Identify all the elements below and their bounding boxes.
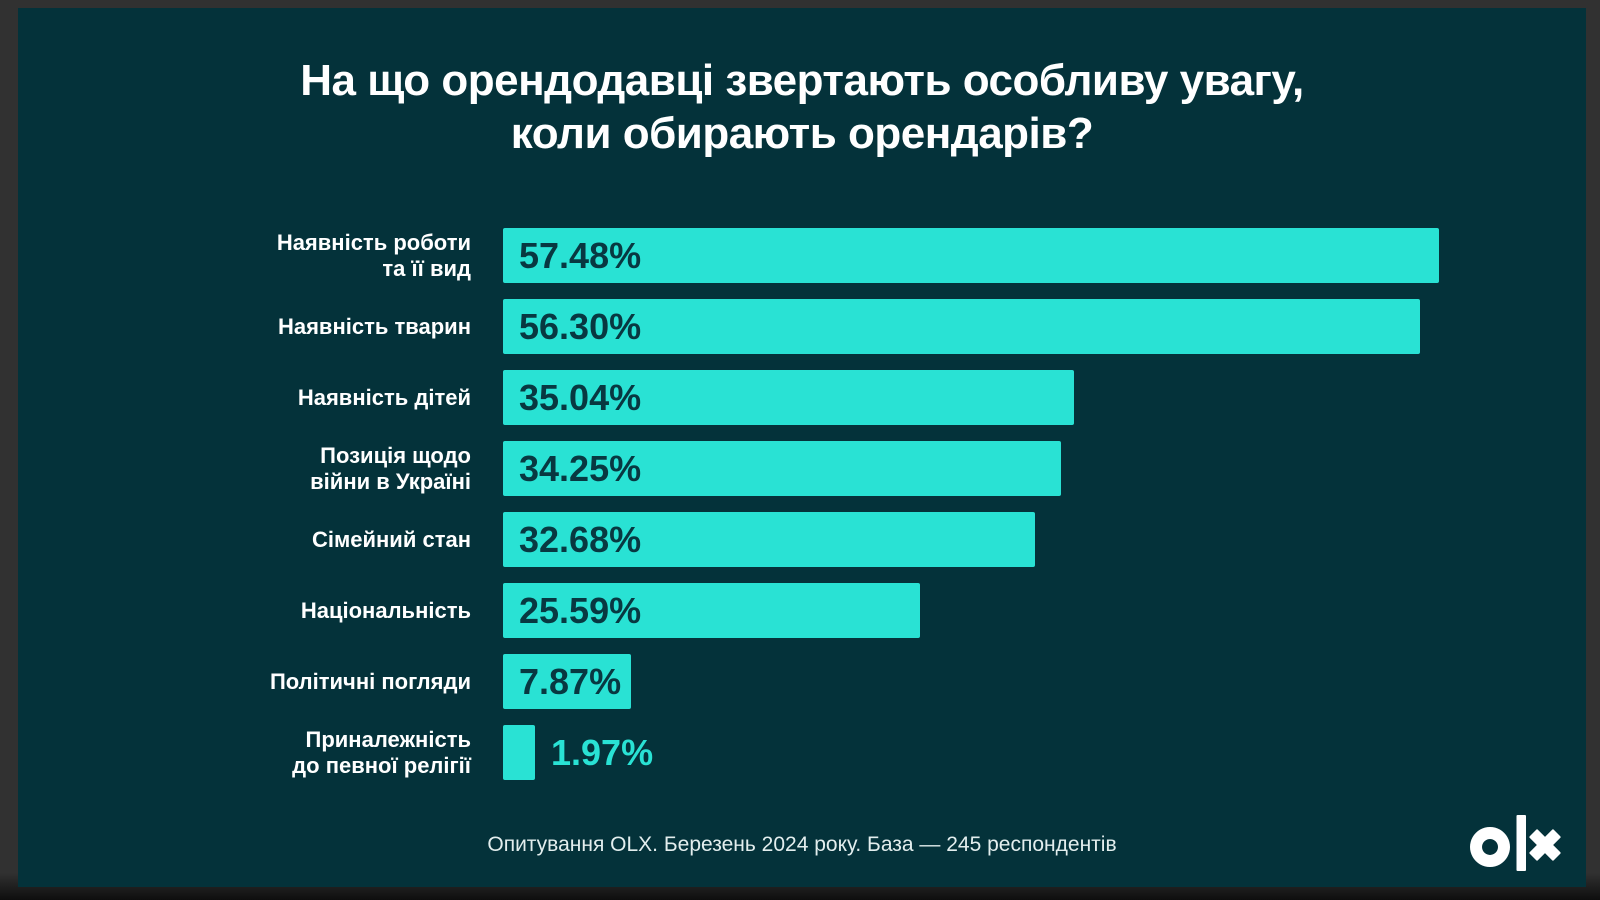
bar-track: 1.97% xyxy=(503,725,1586,780)
category-label: Наявність роботи та її вид xyxy=(276,229,471,281)
category-label: Наявність дітей xyxy=(297,384,471,410)
category-label: Наявність тварин xyxy=(277,313,471,339)
olx-x-icon xyxy=(1529,829,1561,861)
source-note: Опитування OLX. Березень 2024 року. База… xyxy=(487,833,1117,856)
olx-logo xyxy=(1470,815,1561,871)
chart-row: Приналежність до певної релігії 1.97% xyxy=(18,725,1586,780)
bar-value: 35.04% xyxy=(519,376,642,418)
bar: 25.59% xyxy=(503,583,920,638)
bar: 56.30% xyxy=(503,299,1420,354)
chart-row: Наявність роботи та її вид 57.48% xyxy=(18,228,1586,283)
bar: 7.87% xyxy=(503,654,631,709)
chart-row: Наявність дітей 35.04% xyxy=(18,370,1586,425)
bar-track: 7.87% xyxy=(503,654,1586,709)
bar-track: 32.68% xyxy=(503,512,1586,567)
bar-value: 34.25% xyxy=(519,447,642,489)
infographic-canvas: На що орендодавці звертають особливу ува… xyxy=(18,8,1586,887)
bar-value: 57.48% xyxy=(519,234,642,276)
chart-row: Наявність тварин 56.30% xyxy=(18,299,1586,354)
chart-row: Національність 25.59% xyxy=(18,583,1586,638)
chart-row: Позиція щодо війни в Україні 34.25% xyxy=(18,441,1586,496)
title-line-1: На що орендодавці звертають особливу ува… xyxy=(300,56,1304,105)
chart-row: Сімейний стан 32.68% xyxy=(18,512,1586,567)
olx-o-icon xyxy=(1470,827,1511,867)
bar-track: 35.04% xyxy=(503,370,1586,425)
bar-value-outside: 1.97% xyxy=(551,731,654,773)
category-label: Національність xyxy=(300,597,471,623)
category-label: Приналежність до певної релігії xyxy=(292,726,471,778)
bar: 34.25% xyxy=(503,441,1061,496)
bar xyxy=(503,725,535,780)
bar-value: 56.30% xyxy=(519,305,642,347)
bar: 57.48% xyxy=(503,228,1439,283)
bar-track: 34.25% xyxy=(503,441,1586,496)
page-title: На що орендодавці звертають особливу ува… xyxy=(18,54,1586,160)
bar-track: 25.59% xyxy=(503,583,1586,638)
bar-value: 25.59% xyxy=(519,589,642,631)
category-label: Політичні погляди xyxy=(269,668,471,694)
title-line-2: коли обирають орендарів? xyxy=(510,109,1094,158)
chart-row: Політичні погляди 7.87% xyxy=(18,654,1586,709)
bar-track: 56.30% xyxy=(503,299,1586,354)
olx-bar-icon xyxy=(1516,815,1526,871)
category-label: Сімейний стан xyxy=(311,526,471,552)
category-label: Позиція щодо війни в Україні xyxy=(310,442,471,494)
bar-value: 7.87% xyxy=(519,660,622,702)
bar-track: 57.48% xyxy=(503,228,1586,283)
bar-value: 32.68% xyxy=(519,518,642,560)
bar: 32.68% xyxy=(503,512,1035,567)
bar: 35.04% xyxy=(503,370,1074,425)
bar-chart: Наявність роботи та її вид 57.48% Наявніст… xyxy=(18,228,1586,796)
